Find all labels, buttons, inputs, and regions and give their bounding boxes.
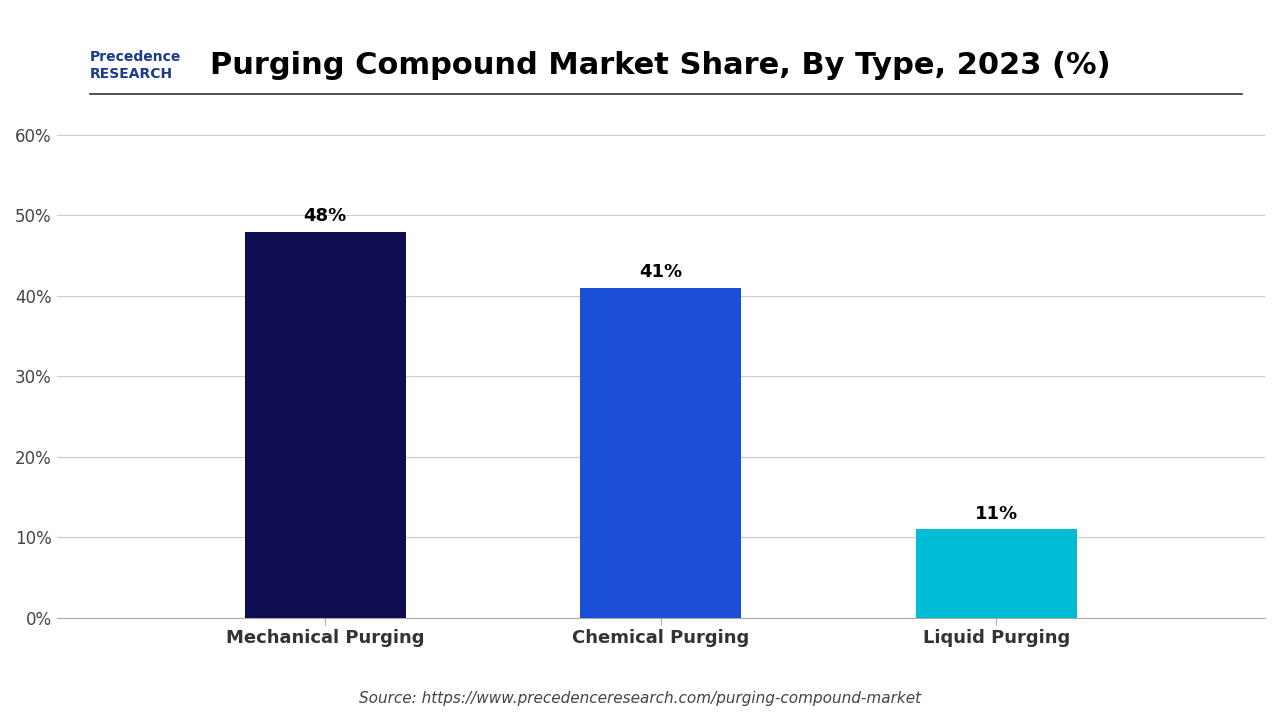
Bar <box>916 529 1076 618</box>
Text: 48%: 48% <box>303 207 347 225</box>
Title: Purging Compound Market Share, By Type, 2023 (%): Purging Compound Market Share, By Type, … <box>210 51 1111 80</box>
Text: Precedence
RESEARCH: Precedence RESEARCH <box>90 50 180 81</box>
Text: 11%: 11% <box>975 505 1018 523</box>
Text: 41%: 41% <box>639 264 682 282</box>
Bar <box>580 288 741 618</box>
Bar <box>244 232 406 618</box>
Text: Source: https://www.precedenceresearch.com/purging-compound-market: Source: https://www.precedenceresearch.c… <box>358 691 922 706</box>
